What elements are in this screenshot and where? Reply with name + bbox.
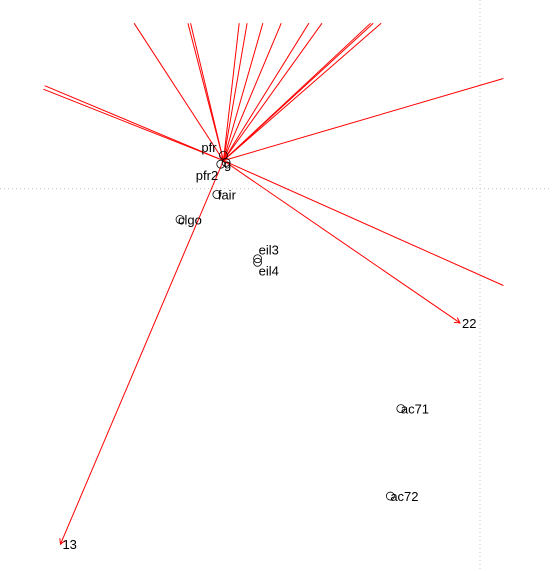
- point-layer: pfr pfr2 g fair clgo eil3 eil4 ac71 ac72: [175, 140, 429, 504]
- vector-line-14: [223, 78, 504, 162]
- point-label-eil4: eil4: [259, 263, 279, 278]
- point-label-pfr: pfr: [201, 140, 217, 155]
- point-marker-fair: [212, 190, 222, 199]
- vector-line-7: [223, 22, 310, 161]
- vector-line-11: [223, 22, 382, 161]
- point-label-eil3: eil3: [259, 243, 279, 258]
- point-marker-ac72: [385, 491, 395, 501]
- point-label-fair: fair: [218, 187, 237, 202]
- point-marker-eil3: [253, 254, 263, 264]
- point-label-pfr2: pfr2: [196, 168, 218, 183]
- vector-label-22: 22: [462, 316, 476, 331]
- vector-layer: 22 13: [43, 22, 504, 552]
- vector-line-10: [223, 22, 374, 161]
- point-marker-g: [221, 157, 231, 167]
- vector-arrowhead-16: [453, 317, 461, 324]
- vector-line-13: [43, 88, 224, 162]
- vector-arrowhead-17: [59, 538, 66, 546]
- point-label-ac71: ac71: [401, 402, 429, 417]
- vector-line-16: [223, 160, 461, 324]
- vector-line-2: [190, 23, 224, 161]
- vector-line-17: [59, 160, 224, 545]
- vector-line-4: [222, 23, 248, 161]
- point-marker-clgo: [175, 215, 185, 224]
- vector-line-0: [133, 22, 224, 161]
- point-marker-eil4: [253, 257, 263, 267]
- point-label-clgo: clgo: [178, 212, 202, 227]
- vector-line-8: [223, 22, 323, 161]
- point-label-g: g: [224, 156, 231, 171]
- point-marker-pfr2: [216, 159, 226, 169]
- vector-line-15: [223, 160, 504, 286]
- vector-line-6: [222, 23, 282, 161]
- vector-line-5: [222, 23, 264, 161]
- point-label-ac72: ac72: [390, 489, 418, 504]
- point-marker-ac71: [396, 404, 406, 414]
- vector-line-12: [44, 85, 224, 162]
- vector-label-13: 13: [62, 537, 76, 552]
- vector-line-3: [222, 23, 240, 161]
